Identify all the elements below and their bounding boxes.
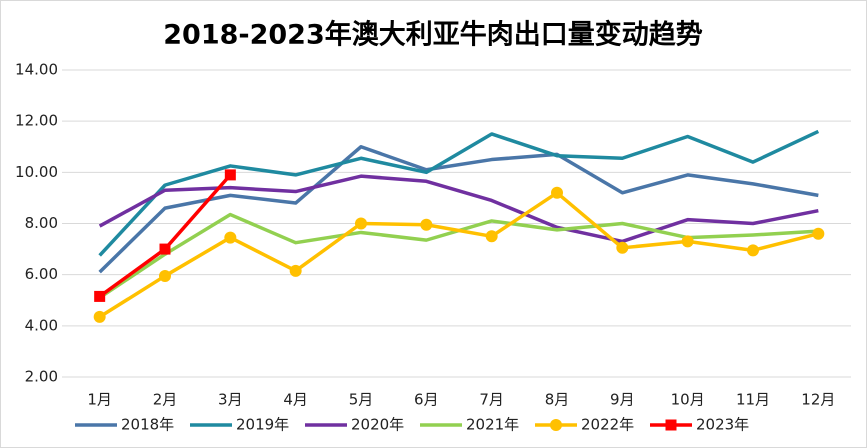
point — [812, 227, 825, 240]
legend-label: 2019年 — [236, 416, 289, 434]
point — [681, 235, 694, 248]
series-line — [98, 145, 819, 274]
point — [94, 290, 106, 302]
y-tick-label: 2.00 — [25, 368, 58, 386]
point — [551, 186, 563, 199]
point — [355, 217, 367, 230]
x-tick-label: 12月 — [801, 391, 835, 409]
point — [616, 241, 629, 254]
point — [485, 230, 498, 243]
y-tick-label: 14.00 — [15, 61, 58, 79]
point — [420, 218, 433, 231]
legend-label: 2023年 — [696, 416, 749, 434]
y-tick-label: 8.00 — [25, 214, 58, 232]
y-tick-label: 6.00 — [25, 265, 58, 283]
x-tick-label: 7月 — [479, 391, 504, 409]
legend-label: 2020年 — [351, 416, 404, 434]
y-tick-label: 10.00 — [15, 163, 58, 181]
series-line — [98, 191, 819, 319]
x-tick-label: 6月 — [414, 391, 439, 409]
legend-label: 2022年 — [581, 416, 634, 434]
point — [93, 310, 106, 323]
x-tick-label: 4月 — [283, 391, 308, 409]
series-line — [98, 129, 820, 257]
x-tick-label: 8月 — [545, 391, 570, 409]
x-tick-label: 10月 — [671, 391, 705, 409]
point — [159, 269, 171, 282]
x-tick-label: 9月 — [610, 391, 635, 409]
x-tick-label: 11月 — [736, 391, 770, 409]
y-tick-label: 12.00 — [15, 112, 58, 130]
x-tick-label: 3月 — [218, 391, 243, 409]
x-tick-label: 2月 — [153, 391, 178, 409]
x-tick-label: 1月 — [87, 391, 112, 409]
legend-label: 2021年 — [466, 416, 519, 434]
legend-marker — [665, 419, 677, 431]
point — [289, 264, 302, 277]
point — [224, 231, 237, 244]
point — [159, 243, 171, 255]
y-tick-label: 4.00 — [25, 316, 58, 334]
chart-title: 2018-2023年澳大利亚牛肉出口量变动趋势 — [163, 19, 703, 51]
legend-label: 2018年 — [121, 416, 174, 434]
point — [747, 244, 759, 257]
legend-marker — [550, 419, 562, 431]
x-tick-label: 5月 — [349, 391, 374, 409]
point — [224, 169, 236, 181]
